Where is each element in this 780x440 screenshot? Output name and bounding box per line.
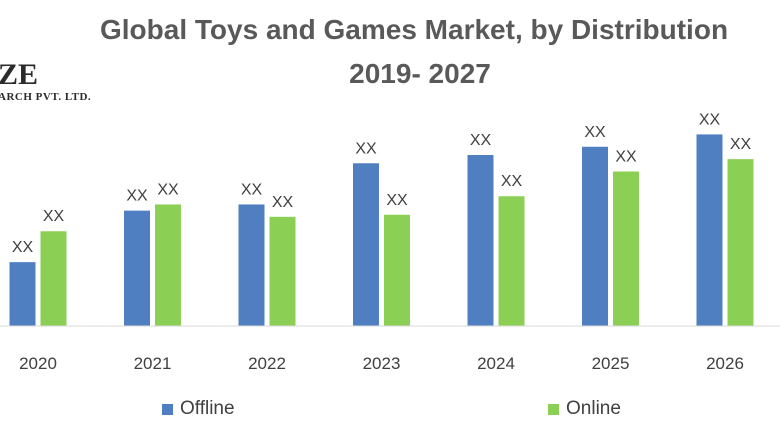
x-tick-label-2026: 2026 <box>706 354 744 373</box>
data-label-online-2024: XX <box>501 173 523 190</box>
legend-item-online: Online <box>548 398 658 422</box>
bar-online-2026 <box>727 159 754 326</box>
bar-offline-2020 <box>9 262 36 326</box>
data-label-offline-2024: XX <box>470 132 492 149</box>
bar-offline-2022 <box>238 204 265 326</box>
bar-online-2021 <box>155 204 181 326</box>
data-label-online-2025: XX <box>615 149 637 166</box>
x-tick-label-2022: 2022 <box>248 354 286 373</box>
legend-swatch-offline <box>162 404 173 415</box>
x-tick-label-2023: 2023 <box>363 354 401 373</box>
bar-offline-2021 <box>124 210 150 326</box>
data-label-offline-2026: XX <box>699 111 721 128</box>
data-label-online-2023: XX <box>386 192 408 209</box>
legend-item-offline: Offline <box>162 398 272 422</box>
bar-online-2025 <box>613 171 639 326</box>
x-tick-label-2025: 2025 <box>592 354 630 373</box>
logo-subtitle: ARCH PVT. LTD. <box>0 91 92 103</box>
data-label-offline-2025: XX <box>584 124 606 141</box>
data-label-offline-2023: XX <box>355 140 377 157</box>
bar-offline-2024 <box>467 155 494 326</box>
data-label-online-2020: XX <box>43 208 65 225</box>
data-label-offline-2020: XX <box>12 239 34 256</box>
bar-offline-2026 <box>696 134 723 326</box>
legend-label-offline: Offline <box>180 398 235 419</box>
bar-online-2020 <box>40 231 67 326</box>
logo-name: ZE <box>0 58 39 91</box>
x-tick-label-2021: 2021 <box>134 354 172 373</box>
legend-swatch-online <box>548 404 559 415</box>
data-label-online-2026: XX <box>730 136 752 153</box>
data-label-online-2021: XX <box>157 181 179 198</box>
legend-label-online: Online <box>566 398 621 419</box>
bar-offline-2023 <box>353 163 379 326</box>
data-label-offline-2022: XX <box>241 181 263 198</box>
bar-offline-2025 <box>582 146 608 326</box>
bar-online-2024 <box>498 196 525 326</box>
chart-subtitle: 2019- 2027 <box>349 58 491 89</box>
data-label-offline-2021: XX <box>126 188 148 205</box>
chart-title: Global Toys and Games Market, by Distrib… <box>100 14 729 45</box>
bar-online-2023 <box>384 214 410 326</box>
x-tick-label-2020: 2020 <box>19 354 57 373</box>
data-label-online-2022: XX <box>272 194 294 211</box>
bar-online-2022 <box>269 216 296 326</box>
x-tick-label-2024: 2024 <box>477 354 515 373</box>
